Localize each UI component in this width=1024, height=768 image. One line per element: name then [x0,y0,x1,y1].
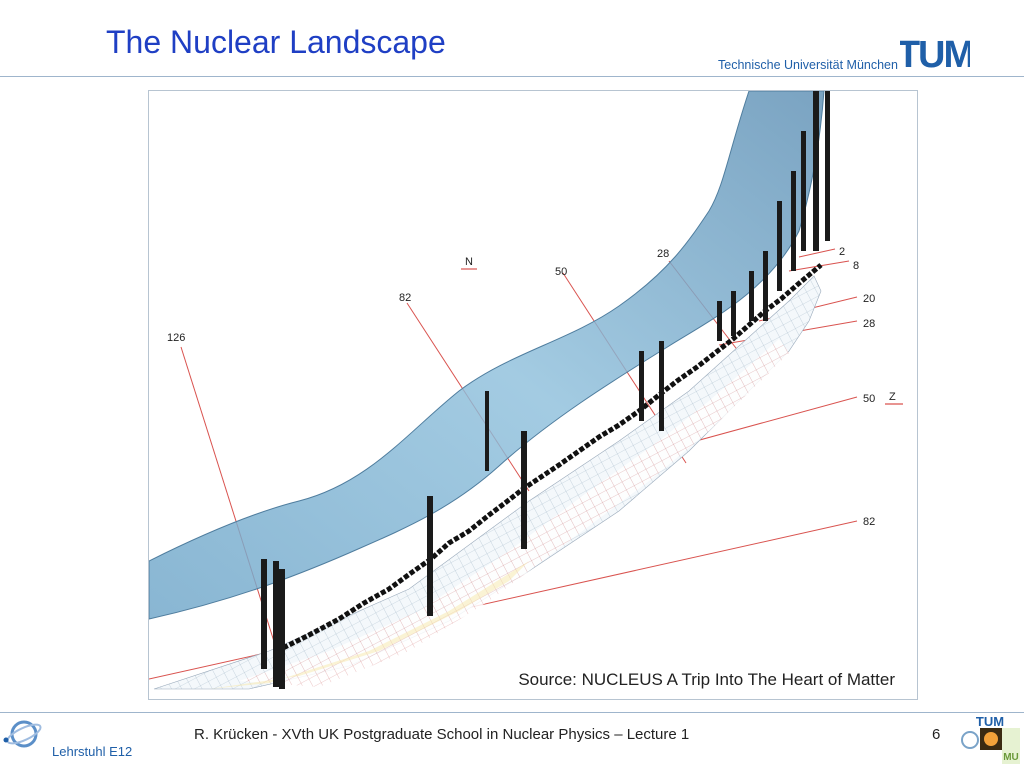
figure-source-caption: Source: NUCLEUS A Trip Into The Heart of… [514,669,899,691]
neutron-dripline-posts [261,91,830,689]
magic-z-20: 20 [863,293,875,305]
partner-logos-icon: TUM MU [961,714,1020,764]
nuclear-landscape-figure: 126 82 50 28 2 8 20 28 50 82 N Z Source:… [148,90,918,700]
nuclide-chart [153,275,822,690]
header-divider [0,76,1024,77]
slide-title: The Nuclear Landscape [106,24,446,60]
footer-divider [0,712,1024,713]
magic-n-28: 28 [657,248,669,260]
page-number: 6 [932,726,941,743]
svg-text:MU: MU [1003,752,1019,763]
magic-n-50: 50 [555,266,567,278]
university-name: Technische Universität München [718,58,898,72]
e12-logo-icon [3,720,42,748]
svg-text:TUM: TUM [900,35,970,71]
axis-z-label: Z [889,391,896,403]
chair-name: Lehrstuhl E12 [52,744,133,759]
tum-logo: TUM [900,35,970,71]
magic-z-82: 82 [863,516,875,528]
landscape-illustration: 126 82 50 28 2 8 20 28 50 82 N Z [149,91,903,690]
svg-text:TUM: TUM [976,714,1004,729]
valley-of-stability [275,263,823,654]
magic-z-50: 50 [863,393,875,405]
magic-z-8: 8 [853,260,859,272]
axis-n-label: N [465,256,473,268]
magic-z-2: 2 [839,246,845,258]
footer-lecture-info: R. Krücken - XVth UK Postgraduate School… [194,726,690,743]
magic-n-82: 82 [399,292,411,304]
magic-z-28: 28 [863,318,875,330]
magic-n-126: 126 [167,332,185,344]
